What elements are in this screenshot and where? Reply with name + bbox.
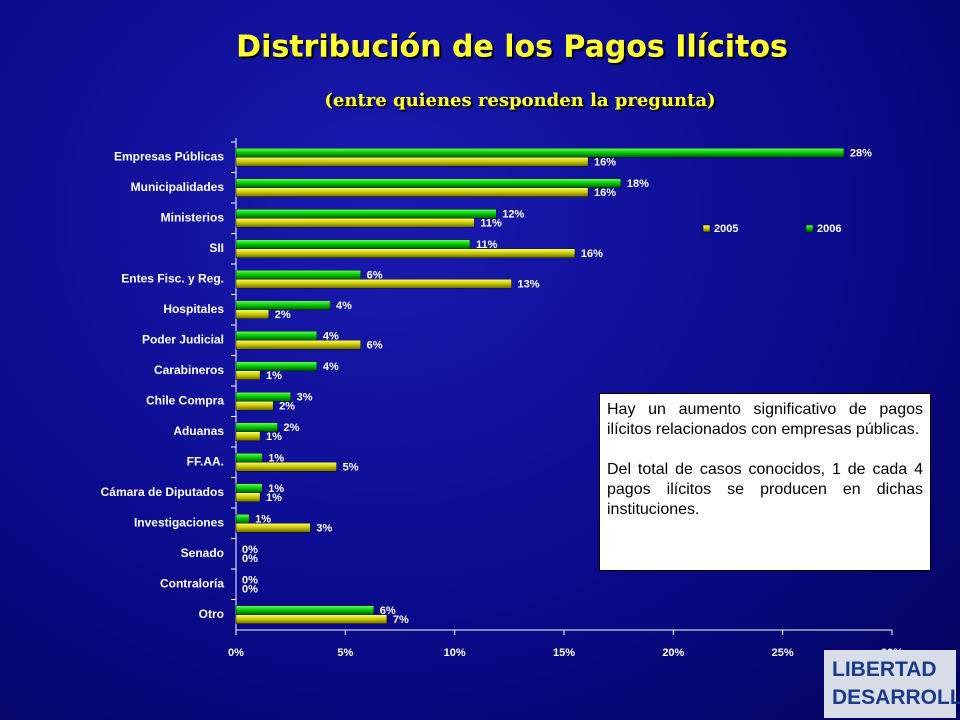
bar bbox=[235, 614, 388, 624]
y-tick-label: Senado bbox=[181, 546, 224, 560]
chart-title: Distribución de los Pagos Ilícitos bbox=[236, 30, 788, 65]
value-label: 4% bbox=[323, 361, 339, 373]
value-label: 1% bbox=[268, 453, 284, 465]
y-tick-label: Aduanas bbox=[173, 424, 224, 438]
bar bbox=[235, 187, 589, 197]
value-label: 0% bbox=[242, 544, 258, 556]
bar bbox=[235, 209, 497, 219]
y-tick-label: Municipalidades bbox=[131, 180, 225, 194]
chart-subtitle: (entre quienes responden la pregunta) bbox=[324, 90, 715, 111]
y-tick-label: Poder Judicial bbox=[142, 332, 224, 346]
y-tick-label: Otro bbox=[199, 607, 224, 621]
y-tick-label: Ministerios bbox=[161, 210, 225, 224]
bar bbox=[235, 401, 274, 411]
x-tick-label: 25% bbox=[772, 647, 794, 659]
bar bbox=[235, 431, 261, 441]
logo-text: DESARROLLO bbox=[832, 686, 960, 709]
y-tick-label: Entes Fisc. y Reg. bbox=[121, 271, 224, 285]
bar bbox=[235, 453, 263, 463]
bar bbox=[235, 492, 261, 502]
bar bbox=[235, 218, 475, 228]
bar bbox=[235, 279, 512, 289]
value-label: 3% bbox=[297, 392, 313, 404]
value-label: 0% bbox=[242, 553, 258, 565]
bar bbox=[235, 331, 318, 341]
value-label: 0% bbox=[242, 584, 258, 596]
y-tick-label: FF.AA. bbox=[187, 454, 224, 468]
y-tick-label: Carabineros bbox=[154, 363, 224, 377]
value-label: 16% bbox=[581, 248, 603, 260]
x-tick-label: 15% bbox=[553, 647, 575, 659]
value-label: 6% bbox=[367, 270, 383, 282]
value-label: 1% bbox=[266, 492, 282, 504]
value-label: 1% bbox=[255, 514, 271, 526]
value-label: 1% bbox=[266, 370, 282, 382]
legend-label: 2006 bbox=[817, 223, 841, 235]
bar bbox=[235, 340, 361, 350]
y-tick-label: SII bbox=[209, 241, 224, 255]
value-label: 3% bbox=[316, 523, 332, 535]
bar bbox=[235, 178, 622, 188]
bar bbox=[235, 270, 361, 280]
bar bbox=[235, 148, 845, 158]
logo-text: LIBERTAD bbox=[832, 658, 937, 681]
y-tick-label: Empresas Públicas bbox=[114, 149, 224, 163]
value-label: 2% bbox=[275, 309, 291, 321]
value-label: 12% bbox=[502, 209, 524, 221]
bar bbox=[235, 309, 269, 319]
annotation: Del total de casos conocidos, 1 de cada … bbox=[607, 461, 923, 518]
value-label: 4% bbox=[323, 331, 339, 343]
bar bbox=[235, 239, 471, 249]
y-tick-label: Cámara de Diputados bbox=[101, 485, 225, 499]
value-label: 1% bbox=[266, 431, 282, 443]
legend-swatch bbox=[805, 224, 814, 233]
x-tick-label: 0% bbox=[228, 647, 244, 659]
y-tick-label: Hospitales bbox=[163, 302, 224, 316]
value-label: 16% bbox=[594, 187, 616, 199]
value-label: 2% bbox=[279, 401, 295, 413]
value-label: 0% bbox=[242, 575, 258, 587]
logo: LIBERTAD DESARROLLO bbox=[824, 650, 960, 718]
bar bbox=[235, 483, 263, 493]
bar bbox=[235, 157, 589, 167]
bar bbox=[235, 523, 311, 533]
bar bbox=[235, 462, 337, 472]
legend-swatch bbox=[702, 224, 711, 233]
annotation: Hay un aumento significativo de pagos il… bbox=[607, 401, 923, 438]
annotation-box: Hay un aumento significativo de pagos il… bbox=[599, 393, 931, 571]
y-tick-label: Contraloría bbox=[160, 576, 224, 590]
value-label: 6% bbox=[367, 340, 383, 352]
y-tick-label: Investigaciones bbox=[134, 515, 224, 529]
value-label: 28% bbox=[850, 148, 872, 160]
value-label: 7% bbox=[393, 614, 409, 626]
bar bbox=[235, 370, 261, 380]
y-tick-label: Chile Compra bbox=[146, 393, 224, 407]
x-tick-label: 5% bbox=[337, 647, 353, 659]
value-label: 2% bbox=[284, 422, 300, 434]
value-label: 4% bbox=[336, 300, 352, 312]
value-label: 18% bbox=[627, 178, 649, 190]
value-label: 6% bbox=[380, 605, 396, 617]
value-label: 11% bbox=[480, 218, 502, 230]
value-label: 1% bbox=[268, 483, 284, 495]
x-tick-label: 10% bbox=[444, 647, 466, 659]
value-label: 13% bbox=[518, 279, 540, 291]
bar bbox=[235, 514, 250, 524]
x-tick-label: 20% bbox=[662, 647, 684, 659]
bar bbox=[235, 248, 576, 258]
legend-label: 2005 bbox=[714, 223, 738, 235]
bar bbox=[235, 300, 331, 310]
bar bbox=[235, 605, 374, 615]
value-label: 11% bbox=[476, 239, 498, 251]
value-label: 16% bbox=[594, 157, 616, 169]
bar bbox=[235, 361, 318, 371]
value-label: 5% bbox=[343, 462, 359, 474]
